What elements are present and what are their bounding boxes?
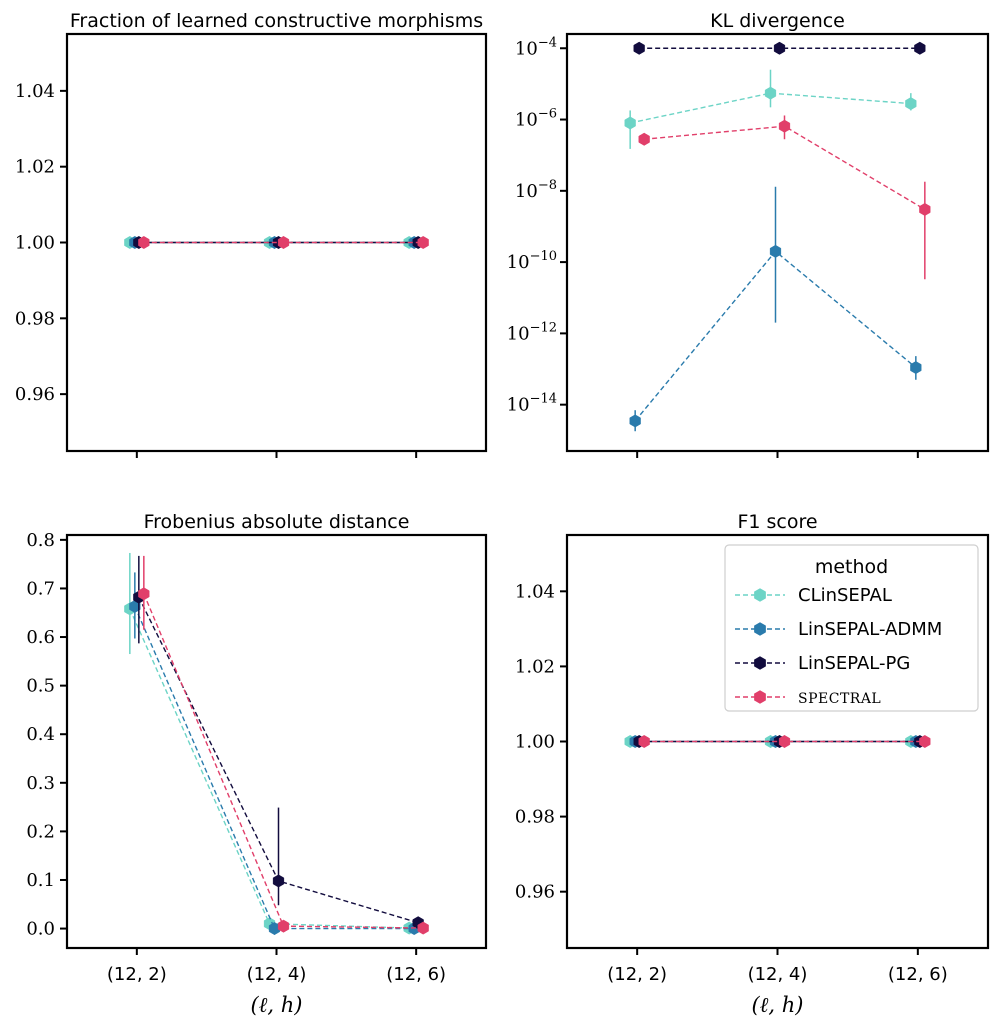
y-tick-label: 0.96 [15,384,55,405]
panel-kl: KL divergence 10−14 10−12 10−10 10−8 10−6 10−4 [507,10,990,458]
y-tick-label: 1.02 [15,157,55,178]
series-SPECTRAL [138,555,429,935]
data-point [138,236,150,249]
y-tick-label: 0.98 [15,308,55,329]
data-point [624,116,636,130]
chart-title: F1 score [737,511,817,533]
y-tick-label: 10−6 [515,107,557,131]
series-LinSEPAL-ADMM [629,186,922,432]
data-point [129,599,141,613]
legend: method CLinSEPAL LinSEPAL-ADMM LinSEPAL-PG S… [724,544,979,712]
panel-frobenius: Frobenius absolute distance 0.0 0.1 0.2 0.3 0… [26,511,488,1017]
y-tick-label: 10−4 [515,35,557,59]
legend-marker [754,656,766,670]
data-point [769,244,782,258]
plot-frame [565,533,990,950]
y-tick-label: 10−14 [507,392,557,416]
y-tick-label: 0.6 [26,627,55,648]
y-tick-label: 0.96 [515,882,555,903]
legend-label: LinSEPAL-ADMM [798,619,942,640]
y-tick-label: 0.7 [26,578,55,599]
legend-title: method [815,556,888,578]
plot-frame [565,32,990,453]
chart-title: Frobenius absolute distance [144,511,410,533]
y-tick-label: 10−8 [515,178,557,202]
legend-marker [754,622,766,636]
legend-label: LinSEPAL-PG [798,653,910,674]
series-LinSEPAL-PG [633,41,926,55]
data-point [778,735,791,748]
y-tick-label: 0.8 [26,530,55,551]
chart-title: KL divergence [710,10,845,32]
x-tick-label: (12, 6) [386,964,446,985]
y-tick-label: 0.5 [26,676,55,697]
data-point [277,919,290,933]
x-axis-label: (ℓ, h) [250,993,302,1017]
data-point [629,414,641,428]
series-CLinSEPAL [124,552,415,935]
data-point [914,41,926,55]
y-tick-label: 1.02 [515,656,555,677]
chart-title: Fraction of learned constructive morphis… [70,10,483,32]
data-point [272,874,285,888]
data-point [417,921,429,935]
panel-f1: F1 score 0.96 0.98 1.00 1.02 1.04 (12, 2) (12, … [515,511,990,1017]
y-tick-label: 1.04 [15,81,55,102]
data-point [764,86,777,100]
data-point [919,735,931,748]
data-point [277,236,290,249]
y-tick-label: 0.2 [26,821,55,842]
y-tick-label: 10−10 [507,249,557,273]
data-point [905,97,917,111]
data-point [778,119,791,133]
legend-marker [754,588,766,602]
data-point [417,236,429,249]
series-SPECTRAL [638,115,931,280]
x-tick-label: (12, 4) [748,964,808,985]
data-point [919,202,931,216]
x-tick-label: (12, 4) [247,964,307,985]
data-point [638,735,650,748]
data-point [633,41,645,55]
series-line [134,606,415,930]
series-LinSEPAL-PG [133,555,424,930]
plot-frame [65,533,488,950]
data-point [910,361,922,375]
y-tick-label: 1.00 [515,732,555,753]
data-point [138,587,150,601]
x-tick-label: (12, 6) [888,964,948,985]
legend-label: SPECTRAL [798,691,881,707]
legend-box [724,544,979,712]
series-SPECTRAL [638,735,931,748]
panel-fraction: Fraction of learned constructive morphis… [15,10,488,458]
y-tick-label: 0.3 [26,773,55,794]
series-SPECTRAL [138,236,429,249]
data-point [638,132,650,146]
x-tick-label: (12, 2) [107,964,167,985]
y-tick-label: 1.00 [15,233,55,254]
x-tick-label: (12, 2) [607,964,667,985]
legend-marker [754,690,766,704]
y-tick-label: 0.1 [26,870,55,891]
y-tick-label: 0.0 [26,919,55,940]
series-CLinSEPAL [624,69,917,149]
series-line [129,608,410,929]
y-tick-label: 0.98 [515,807,555,828]
data-point [773,41,786,55]
y-tick-label: 1.04 [515,581,555,602]
legend-label: CLinSEPAL [798,585,892,606]
plot-frame [65,32,488,453]
x-axis-label: (ℓ, h) [751,993,803,1017]
y-tick-label: 0.4 [26,724,55,745]
y-tick-label: 10−12 [507,320,557,344]
